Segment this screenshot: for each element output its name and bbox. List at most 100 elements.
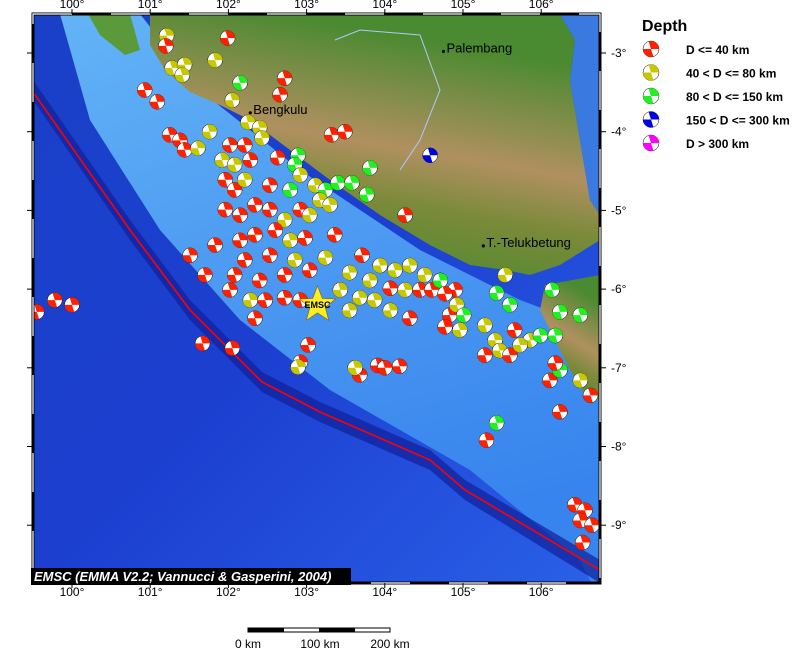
beachball-event[interactable] — [292, 167, 309, 183]
beachball-event[interactable] — [352, 290, 368, 306]
beachball-event[interactable] — [222, 137, 238, 153]
beachball-event[interactable] — [477, 317, 493, 334]
beachball-event[interactable] — [341, 302, 358, 319]
beachball-event[interactable] — [532, 327, 549, 344]
beachball-event[interactable] — [582, 387, 599, 404]
beachball-event[interactable] — [344, 175, 360, 191]
beachball-event[interactable] — [456, 307, 472, 323]
beachball-event[interactable] — [226, 157, 243, 173]
beachball-event[interactable] — [176, 142, 193, 158]
beachball-event[interactable] — [201, 123, 218, 140]
beachball-event[interactable] — [547, 327, 564, 344]
beachball-event[interactable] — [497, 267, 513, 283]
beachball-event[interactable] — [301, 262, 318, 278]
beachball-event[interactable] — [262, 177, 278, 193]
beachball-event[interactable] — [544, 282, 560, 298]
beachball-event[interactable] — [254, 130, 270, 146]
beachball-event[interactable] — [226, 267, 243, 283]
beachball-event[interactable] — [437, 286, 453, 302]
beachball-event[interactable] — [341, 264, 358, 281]
beachball-event[interactable] — [547, 355, 564, 371]
beachball-event[interactable] — [354, 247, 370, 264]
beachball-event[interactable] — [572, 372, 589, 389]
beachball-event[interactable] — [217, 171, 234, 188]
beachball-event[interactable] — [300, 337, 316, 353]
beachball-event[interactable] — [416, 267, 433, 283]
beachball-event[interactable] — [552, 404, 568, 420]
beachball-event[interactable] — [237, 137, 253, 153]
beachball-event[interactable] — [574, 534, 591, 551]
beachball-event[interactable] — [366, 292, 383, 308]
beachball-event[interactable] — [242, 292, 259, 308]
beachball-event[interactable] — [502, 297, 518, 313]
beachball-event[interactable] — [422, 147, 438, 164]
beachball-event[interactable] — [136, 82, 153, 98]
beachball-event[interactable] — [478, 432, 495, 448]
beachball-event[interactable] — [584, 517, 600, 533]
beachball-event[interactable] — [29, 304, 45, 320]
beachball-event[interactable] — [247, 310, 263, 326]
beachball-event[interactable] — [506, 322, 523, 338]
beachball-event[interactable] — [382, 302, 399, 319]
beachball-event[interactable] — [387, 262, 403, 278]
beachball-event[interactable] — [272, 86, 288, 103]
beachball-event[interactable] — [327, 227, 343, 243]
beachball-event[interactable] — [377, 360, 393, 376]
beachball-event[interactable] — [276, 212, 293, 228]
beachball-event[interactable] — [542, 372, 558, 389]
beachball-event[interactable] — [247, 197, 263, 213]
beachball-event[interactable] — [287, 252, 303, 268]
beachball-event[interactable] — [276, 70, 293, 86]
beachball-event[interactable] — [432, 272, 449, 289]
beachball-event[interactable] — [477, 347, 493, 363]
beachball-event[interactable] — [372, 257, 388, 274]
beachball-event[interactable] — [262, 247, 278, 264]
beachball-event[interactable] — [276, 267, 293, 283]
beachball-event[interactable] — [232, 232, 248, 249]
beachball-event[interactable] — [232, 75, 248, 91]
beachball-event[interactable] — [359, 186, 375, 203]
beachball-event[interactable] — [282, 232, 298, 249]
beachball-event[interactable] — [222, 282, 238, 298]
beachball-event[interactable] — [330, 175, 346, 191]
beachball-event[interactable] — [251, 272, 268, 289]
beachball-event[interactable] — [488, 415, 505, 431]
beachball-event[interactable] — [64, 297, 80, 313]
beachball-event[interactable] — [269, 149, 286, 166]
beachball-event[interactable] — [512, 337, 528, 353]
beachball-event[interactable] — [347, 360, 363, 376]
beachball-event[interactable] — [247, 227, 263, 243]
beachball-event[interactable] — [257, 292, 273, 308]
beachball-event[interactable] — [207, 237, 223, 253]
beachball-event[interactable] — [337, 123, 353, 140]
beachball-event[interactable] — [297, 230, 313, 246]
beachball-event[interactable] — [488, 285, 505, 301]
beachball-event[interactable] — [267, 222, 284, 238]
beachball-event[interactable] — [174, 67, 191, 83]
beachball-event[interactable] — [397, 207, 413, 223]
beachball-event[interactable] — [149, 94, 165, 110]
beachball-event[interactable] — [290, 359, 306, 375]
beachball-event[interactable] — [301, 207, 318, 223]
beachball-event[interactable] — [391, 358, 408, 374]
beachball-event[interactable] — [437, 319, 453, 335]
beachball-event[interactable] — [237, 171, 253, 188]
beachball-event[interactable] — [224, 340, 241, 356]
beachball-event[interactable] — [402, 257, 418, 274]
beachball-event[interactable] — [224, 92, 241, 108]
beachball-event[interactable] — [197, 267, 213, 283]
beachball-event[interactable] — [214, 152, 230, 168]
beachball-event[interactable] — [262, 201, 278, 218]
beachball-event[interactable] — [402, 310, 418, 326]
beachball-event[interactable] — [317, 249, 334, 266]
beachball-event[interactable] — [47, 292, 63, 308]
beachball-event[interactable] — [242, 152, 259, 168]
beachball-event[interactable] — [362, 160, 378, 176]
beachball-event[interactable] — [322, 197, 338, 213]
beachball-event[interactable] — [226, 182, 243, 198]
beachball-event[interactable] — [552, 304, 568, 320]
beachball-event[interactable] — [158, 38, 174, 54]
beachball-event[interactable] — [219, 30, 236, 46]
beachball-event[interactable] — [190, 140, 206, 156]
beachball-event[interactable] — [323, 127, 340, 143]
